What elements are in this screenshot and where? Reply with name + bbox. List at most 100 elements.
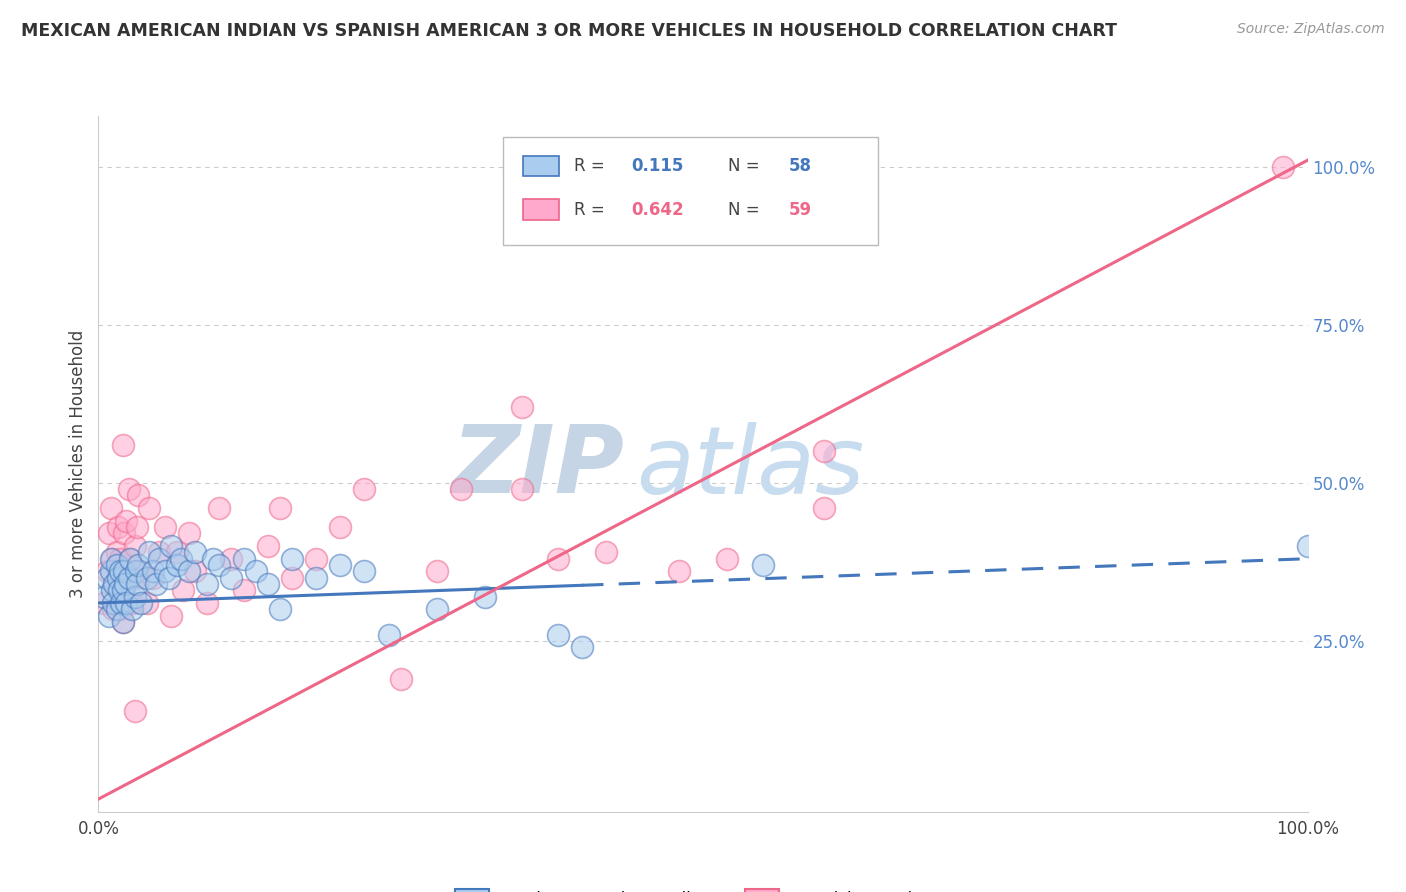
- Point: [108, 583, 131, 598]
- Point: [179, 526, 201, 541]
- Point: [127, 520, 149, 534]
- Point: [127, 488, 149, 502]
- Point: [129, 565, 152, 579]
- Text: N =: N =: [728, 201, 765, 219]
- Point: [121, 602, 143, 616]
- Point: [510, 400, 533, 414]
- Point: [111, 571, 134, 585]
- Text: ZIP: ZIP: [451, 421, 624, 513]
- Point: [716, 551, 738, 566]
- Point: [135, 571, 157, 585]
- Point: [208, 558, 231, 572]
- Bar: [523, 155, 560, 177]
- Point: [148, 551, 170, 566]
- Point: [100, 501, 122, 516]
- Point: [111, 615, 134, 629]
- Text: R =: R =: [574, 157, 610, 175]
- Point: [474, 590, 496, 604]
- Point: [107, 520, 129, 534]
- Point: [124, 590, 146, 604]
- Point: [93, 590, 115, 604]
- Bar: [503, 136, 879, 244]
- Point: [98, 608, 121, 623]
- Point: [305, 551, 328, 566]
- Text: atlas: atlas: [637, 422, 865, 513]
- Point: [571, 640, 593, 655]
- Point: [108, 565, 131, 579]
- Point: [100, 583, 122, 598]
- Point: [96, 571, 118, 585]
- Point: [138, 501, 160, 516]
- Point: [105, 558, 128, 572]
- Point: [668, 565, 690, 579]
- Text: 0.642: 0.642: [631, 201, 685, 219]
- Point: [179, 565, 201, 579]
- Point: [129, 596, 152, 610]
- Point: [127, 577, 149, 591]
- Legend: Mexican American Indians, Spanish Americans: Mexican American Indians, Spanish Americ…: [449, 883, 957, 892]
- Point: [127, 558, 149, 572]
- Point: [172, 583, 194, 598]
- Point: [93, 596, 115, 610]
- Point: [160, 539, 183, 553]
- Point: [103, 577, 125, 591]
- Point: [118, 482, 141, 496]
- Text: R =: R =: [574, 201, 610, 219]
- Point: [450, 482, 472, 496]
- Point: [101, 602, 124, 616]
- Point: [142, 565, 165, 579]
- Text: N =: N =: [728, 157, 765, 175]
- Point: [145, 577, 167, 591]
- Point: [115, 514, 138, 528]
- Point: [208, 501, 231, 516]
- Point: [103, 577, 125, 591]
- Point: [101, 596, 124, 610]
- Text: 0.115: 0.115: [631, 157, 685, 175]
- Point: [125, 565, 148, 579]
- Point: [108, 565, 131, 579]
- Point: [157, 571, 180, 585]
- Point: [510, 482, 533, 496]
- Point: [813, 444, 835, 458]
- Point: [221, 551, 243, 566]
- Point: [595, 545, 617, 559]
- Point: [111, 438, 134, 452]
- Point: [105, 545, 128, 559]
- Text: 59: 59: [789, 201, 813, 219]
- Point: [160, 608, 183, 623]
- Point: [166, 558, 188, 572]
- Point: [547, 627, 569, 641]
- Point: [105, 602, 128, 616]
- Point: [232, 583, 254, 598]
- Point: [148, 545, 170, 559]
- Text: Source: ZipAtlas.com: Source: ZipAtlas.com: [1237, 22, 1385, 37]
- Point: [232, 551, 254, 566]
- Point: [114, 565, 136, 579]
- Point: [426, 565, 449, 579]
- Point: [426, 602, 449, 616]
- Point: [108, 551, 131, 566]
- Point: [124, 704, 146, 718]
- Point: [377, 627, 399, 641]
- Y-axis label: 3 or more Vehicles in Household: 3 or more Vehicles in Household: [69, 330, 87, 598]
- Point: [329, 558, 352, 572]
- Point: [110, 602, 132, 616]
- Point: [184, 545, 207, 559]
- Point: [169, 551, 191, 566]
- Point: [111, 583, 134, 598]
- Point: [124, 539, 146, 553]
- Point: [166, 545, 188, 559]
- Text: 58: 58: [789, 157, 811, 175]
- Point: [281, 551, 304, 566]
- Point: [184, 565, 207, 579]
- Point: [547, 551, 569, 566]
- Point: [125, 571, 148, 585]
- Point: [121, 596, 143, 610]
- Point: [256, 577, 278, 591]
- Text: MEXICAN AMERICAN INDIAN VS SPANISH AMERICAN 3 OR MORE VEHICLES IN HOUSEHOLD CORR: MEXICAN AMERICAN INDIAN VS SPANISH AMERI…: [21, 22, 1118, 40]
- Point: [269, 501, 291, 516]
- Point: [100, 551, 122, 566]
- Point: [305, 571, 328, 585]
- Point: [138, 545, 160, 559]
- Point: [195, 577, 218, 591]
